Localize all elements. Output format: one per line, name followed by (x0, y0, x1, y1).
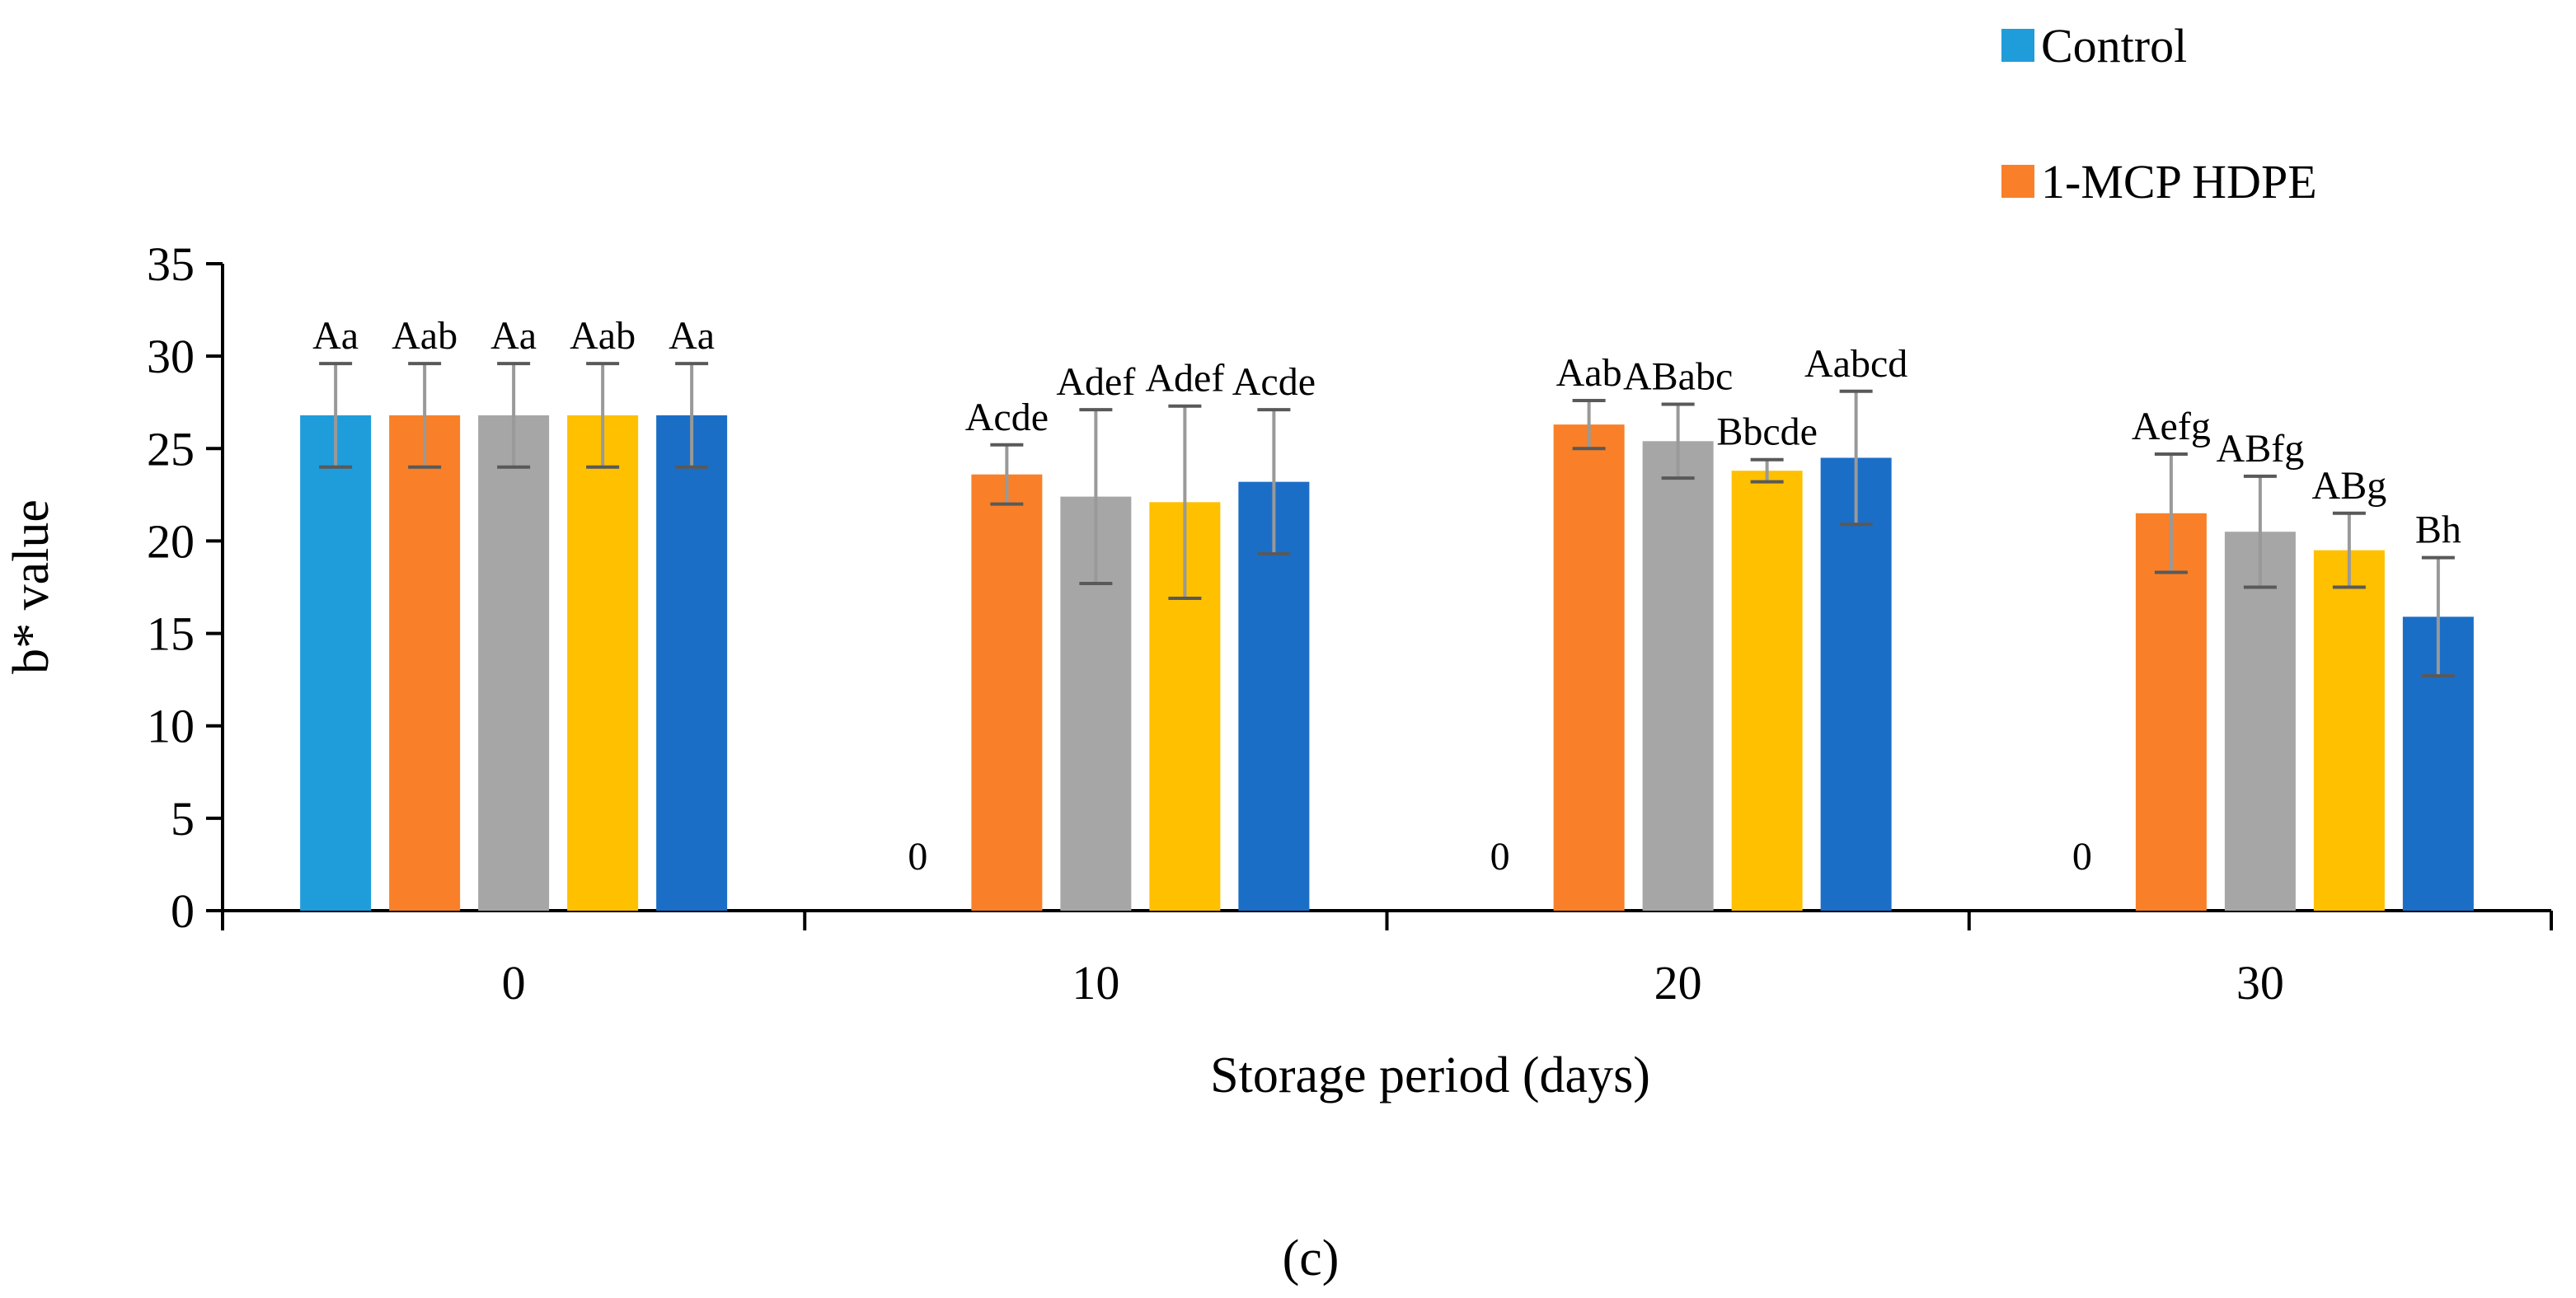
error-bar (1257, 408, 1291, 556)
bar (2224, 532, 2296, 911)
bar (300, 415, 372, 911)
x-axis-title: Storage period (days) (1210, 1047, 1650, 1104)
x-tick-label: 30 (2236, 956, 2284, 1010)
y-tick-label: 15 (147, 607, 195, 661)
x-tick-label: 10 (1072, 956, 1119, 1010)
legend-item: Control (2001, 19, 2187, 73)
bar (1820, 457, 1892, 911)
bar-data-label: Aab (570, 314, 636, 358)
bar (971, 474, 1043, 911)
bar (656, 415, 728, 911)
bar-data-label: 0 (1490, 835, 1510, 879)
bars-group (300, 415, 2474, 911)
bar-data-label: Aa (669, 314, 715, 358)
y-tick-label: 30 (147, 330, 195, 383)
bar (389, 415, 461, 911)
bar-data-label: Aa (490, 314, 537, 358)
error-bar (408, 362, 442, 469)
legend-swatch (2001, 29, 2034, 62)
error-bar (2154, 452, 2188, 574)
error-bar (2421, 555, 2455, 678)
bar-data-label: ABabc (1623, 354, 1733, 398)
error-bar (1750, 457, 1784, 484)
error-bar (319, 362, 353, 469)
bar (478, 415, 550, 911)
error-bar (497, 362, 531, 469)
bar (2313, 550, 2385, 911)
bar-data-label: Acde (965, 396, 1049, 439)
error-bar (675, 362, 709, 469)
y-tick-label: 10 (147, 700, 195, 753)
error-bar (1572, 398, 1606, 451)
bar-data-label: Aa (312, 314, 359, 358)
bar-data-label: 0 (908, 835, 927, 879)
panel-label: (c) (1283, 1230, 1340, 1286)
legend-label: 1-MCP HDPE (2041, 155, 2317, 209)
x-axis: 0 10 20 30 (221, 909, 2553, 1010)
error-bar (1168, 404, 1202, 600)
error-bar (2332, 511, 2366, 589)
bar-data-label: 0 (2072, 835, 2092, 879)
bar-data-label: ABg (2312, 464, 2387, 508)
legend: Control 1-MCP HDPE (2001, 19, 2317, 209)
y-tick-label: 20 (147, 514, 195, 568)
bar-data-label: Aabcd (1804, 342, 1907, 386)
bar (2135, 513, 2207, 911)
error-bar (1079, 408, 1113, 586)
bar-data-label: Adef (1056, 360, 1135, 404)
bar-data-label: Bh (2415, 508, 2461, 552)
y-axis: 0 5 10 15 20 25 30 35 (147, 237, 224, 938)
bar-data-label: Acde (1232, 360, 1316, 404)
bar-data-label: Aefg (2132, 405, 2211, 448)
bar-data-label: Adef (1145, 357, 1224, 401)
x-tick-label: 20 (1654, 956, 1702, 1010)
legend-swatch (2001, 165, 2034, 198)
error-bar (1661, 402, 1695, 480)
bar (1642, 441, 1714, 911)
y-tick-label: 25 (147, 422, 195, 476)
x-tick-label: 0 (502, 956, 526, 1010)
bar-data-label: Bbcde (1716, 410, 1818, 454)
error-bar (2243, 474, 2277, 589)
legend-item: 1-MCP HDPE (2001, 155, 2317, 209)
bar-data-label: ABfg (2217, 427, 2305, 471)
bar (1553, 424, 1625, 911)
y-tick-label: 0 (171, 884, 195, 938)
bar-data-label: Aab (392, 314, 457, 358)
error-bar (990, 443, 1024, 506)
y-tick-label: 5 (171, 792, 195, 846)
error-bar (1839, 389, 1873, 527)
legend-label: Control (2041, 19, 2187, 73)
bar (1731, 471, 1803, 911)
y-tick-label: 35 (147, 237, 195, 291)
error-bar (586, 362, 620, 469)
bar-data-label: Aab (1556, 351, 1622, 395)
y-axis-title: b* value (3, 499, 59, 674)
bar-labels-group: Aa 0 0 0 Aab Acde Aab Aefg Aa Adef ABabc ABfg Aab Ade… (312, 314, 2461, 879)
error-bars-group (319, 362, 2455, 678)
bar (567, 415, 639, 911)
